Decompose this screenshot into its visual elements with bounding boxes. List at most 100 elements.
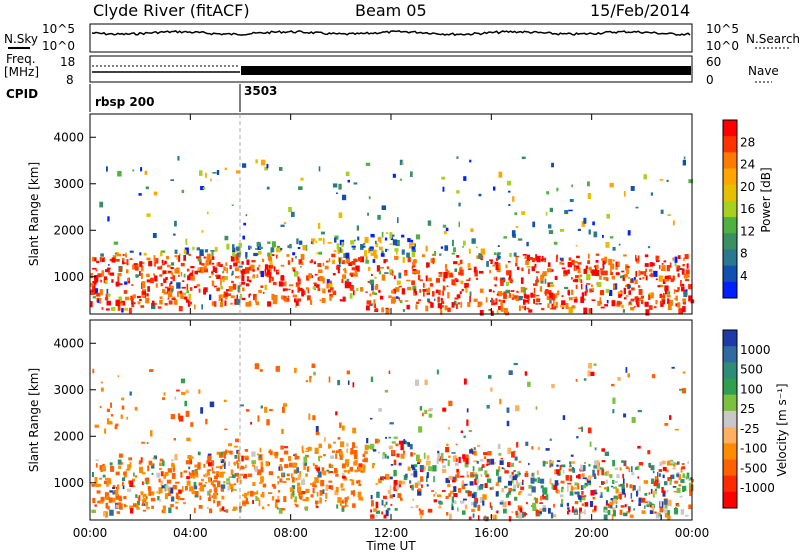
heatmap-cell xyxy=(354,469,358,473)
heatmap-cell xyxy=(385,501,388,505)
heatmap-cell xyxy=(582,484,587,489)
heatmap-cell xyxy=(616,300,621,306)
heatmap-cell xyxy=(635,206,639,209)
heatmap-cell xyxy=(205,482,208,484)
heatmap-cell xyxy=(201,263,205,266)
heatmap-cell xyxy=(217,480,221,488)
heatmap-cell xyxy=(273,485,277,489)
heatmap-cell xyxy=(320,479,325,487)
heatmap-cell xyxy=(606,486,609,492)
heatmap-cell xyxy=(271,254,275,257)
heatmap-cell xyxy=(608,258,613,265)
heatmap-cell xyxy=(430,302,434,308)
heatmap-cell xyxy=(417,274,421,281)
heatmap-cell xyxy=(381,307,384,313)
heatmap-cell xyxy=(270,247,275,253)
heatmap-cell xyxy=(533,287,536,293)
heatmap-cell xyxy=(456,471,460,478)
heatmap-cell xyxy=(648,492,651,495)
heatmap-cell xyxy=(295,504,299,508)
freq-unit: [MHz] xyxy=(4,65,39,79)
heatmap-cell xyxy=(638,298,643,301)
heatmap-cell xyxy=(528,462,530,466)
heatmap-cell xyxy=(440,300,445,305)
heatmap-cell xyxy=(438,456,441,462)
heatmap-cell xyxy=(218,294,223,302)
heatmap-cell xyxy=(123,496,127,500)
heatmap-cell xyxy=(628,302,633,306)
heatmap-cell xyxy=(252,482,256,487)
heatmap-cell xyxy=(336,192,338,194)
heatmap-cell xyxy=(207,455,212,461)
heatmap-cell xyxy=(327,471,330,474)
heatmap-cell xyxy=(155,258,159,264)
heatmap-cell xyxy=(532,293,536,298)
heatmap-cell xyxy=(279,167,283,171)
heatmap-cell xyxy=(370,252,375,256)
heatmap-cell xyxy=(495,264,500,271)
heatmap-cell xyxy=(95,277,98,283)
heatmap-cell xyxy=(301,479,306,485)
heatmap-cell xyxy=(338,212,343,219)
heatmap-cell xyxy=(103,276,107,281)
heatmap-cell xyxy=(235,254,239,261)
heatmap-cell xyxy=(389,422,394,425)
heatmap-cell xyxy=(453,300,457,306)
heatmap-cell xyxy=(347,496,349,500)
heatmap-cell xyxy=(124,505,128,507)
heatmap-cell xyxy=(478,485,484,490)
heatmap-cell xyxy=(375,501,379,509)
heatmap-cell xyxy=(605,242,610,248)
heatmap-cell xyxy=(319,275,324,282)
heatmap-cell xyxy=(147,465,150,472)
heatmap-cell xyxy=(339,299,343,302)
heatmap-cell xyxy=(452,455,456,462)
heatmap-cell xyxy=(230,483,234,490)
heatmap-cell xyxy=(610,269,612,273)
heatmap-cell xyxy=(514,295,518,299)
heatmap-cell xyxy=(255,297,257,303)
heatmap-cell xyxy=(678,474,682,481)
heatmap-cell xyxy=(650,192,653,196)
heatmap-cell xyxy=(520,486,525,491)
heatmap-cell xyxy=(170,496,175,502)
heatmap-cell xyxy=(422,288,427,292)
heatmap-cell xyxy=(95,269,98,272)
heatmap-cell xyxy=(526,254,531,262)
heatmap-cell xyxy=(599,297,602,301)
heatmap-cell xyxy=(132,294,136,299)
heatmap-cell xyxy=(305,473,308,477)
heatmap-cell xyxy=(575,284,578,289)
heatmap-cell xyxy=(122,253,125,256)
heatmap-cell xyxy=(291,473,293,479)
heatmap-cell xyxy=(623,287,626,295)
heatmap-cell xyxy=(649,503,654,508)
heatmap-cell xyxy=(219,465,223,470)
colorbar-swatch xyxy=(723,475,737,493)
heatmap-cell xyxy=(455,462,459,466)
heatmap-cell xyxy=(532,221,536,228)
heatmap-cell xyxy=(395,287,400,292)
heatmap-cell xyxy=(302,461,305,465)
heatmap-cell xyxy=(252,269,255,272)
heatmap-cell xyxy=(560,503,564,507)
heatmap-cell xyxy=(187,455,192,459)
heatmap-cell xyxy=(681,268,685,275)
heatmap-cell xyxy=(574,501,579,505)
heatmap-cell xyxy=(344,283,349,289)
heatmap-cell xyxy=(412,271,417,274)
x-tick-label: 00:00 xyxy=(73,526,108,540)
heatmap-cell xyxy=(334,468,338,474)
heatmap-cell xyxy=(259,246,263,249)
heatmap-cell xyxy=(394,508,398,511)
heatmap-cell xyxy=(92,368,95,374)
heatmap-cell xyxy=(467,263,471,268)
heatmap-cell xyxy=(332,259,335,265)
heatmap-cell xyxy=(129,391,132,396)
heatmap-cell xyxy=(215,466,220,469)
heatmap-cell xyxy=(550,463,554,467)
heatmap-cell xyxy=(477,444,481,448)
heatmap-cell xyxy=(378,270,382,275)
heatmap-cell xyxy=(222,464,225,467)
heatmap-cell xyxy=(672,275,675,281)
